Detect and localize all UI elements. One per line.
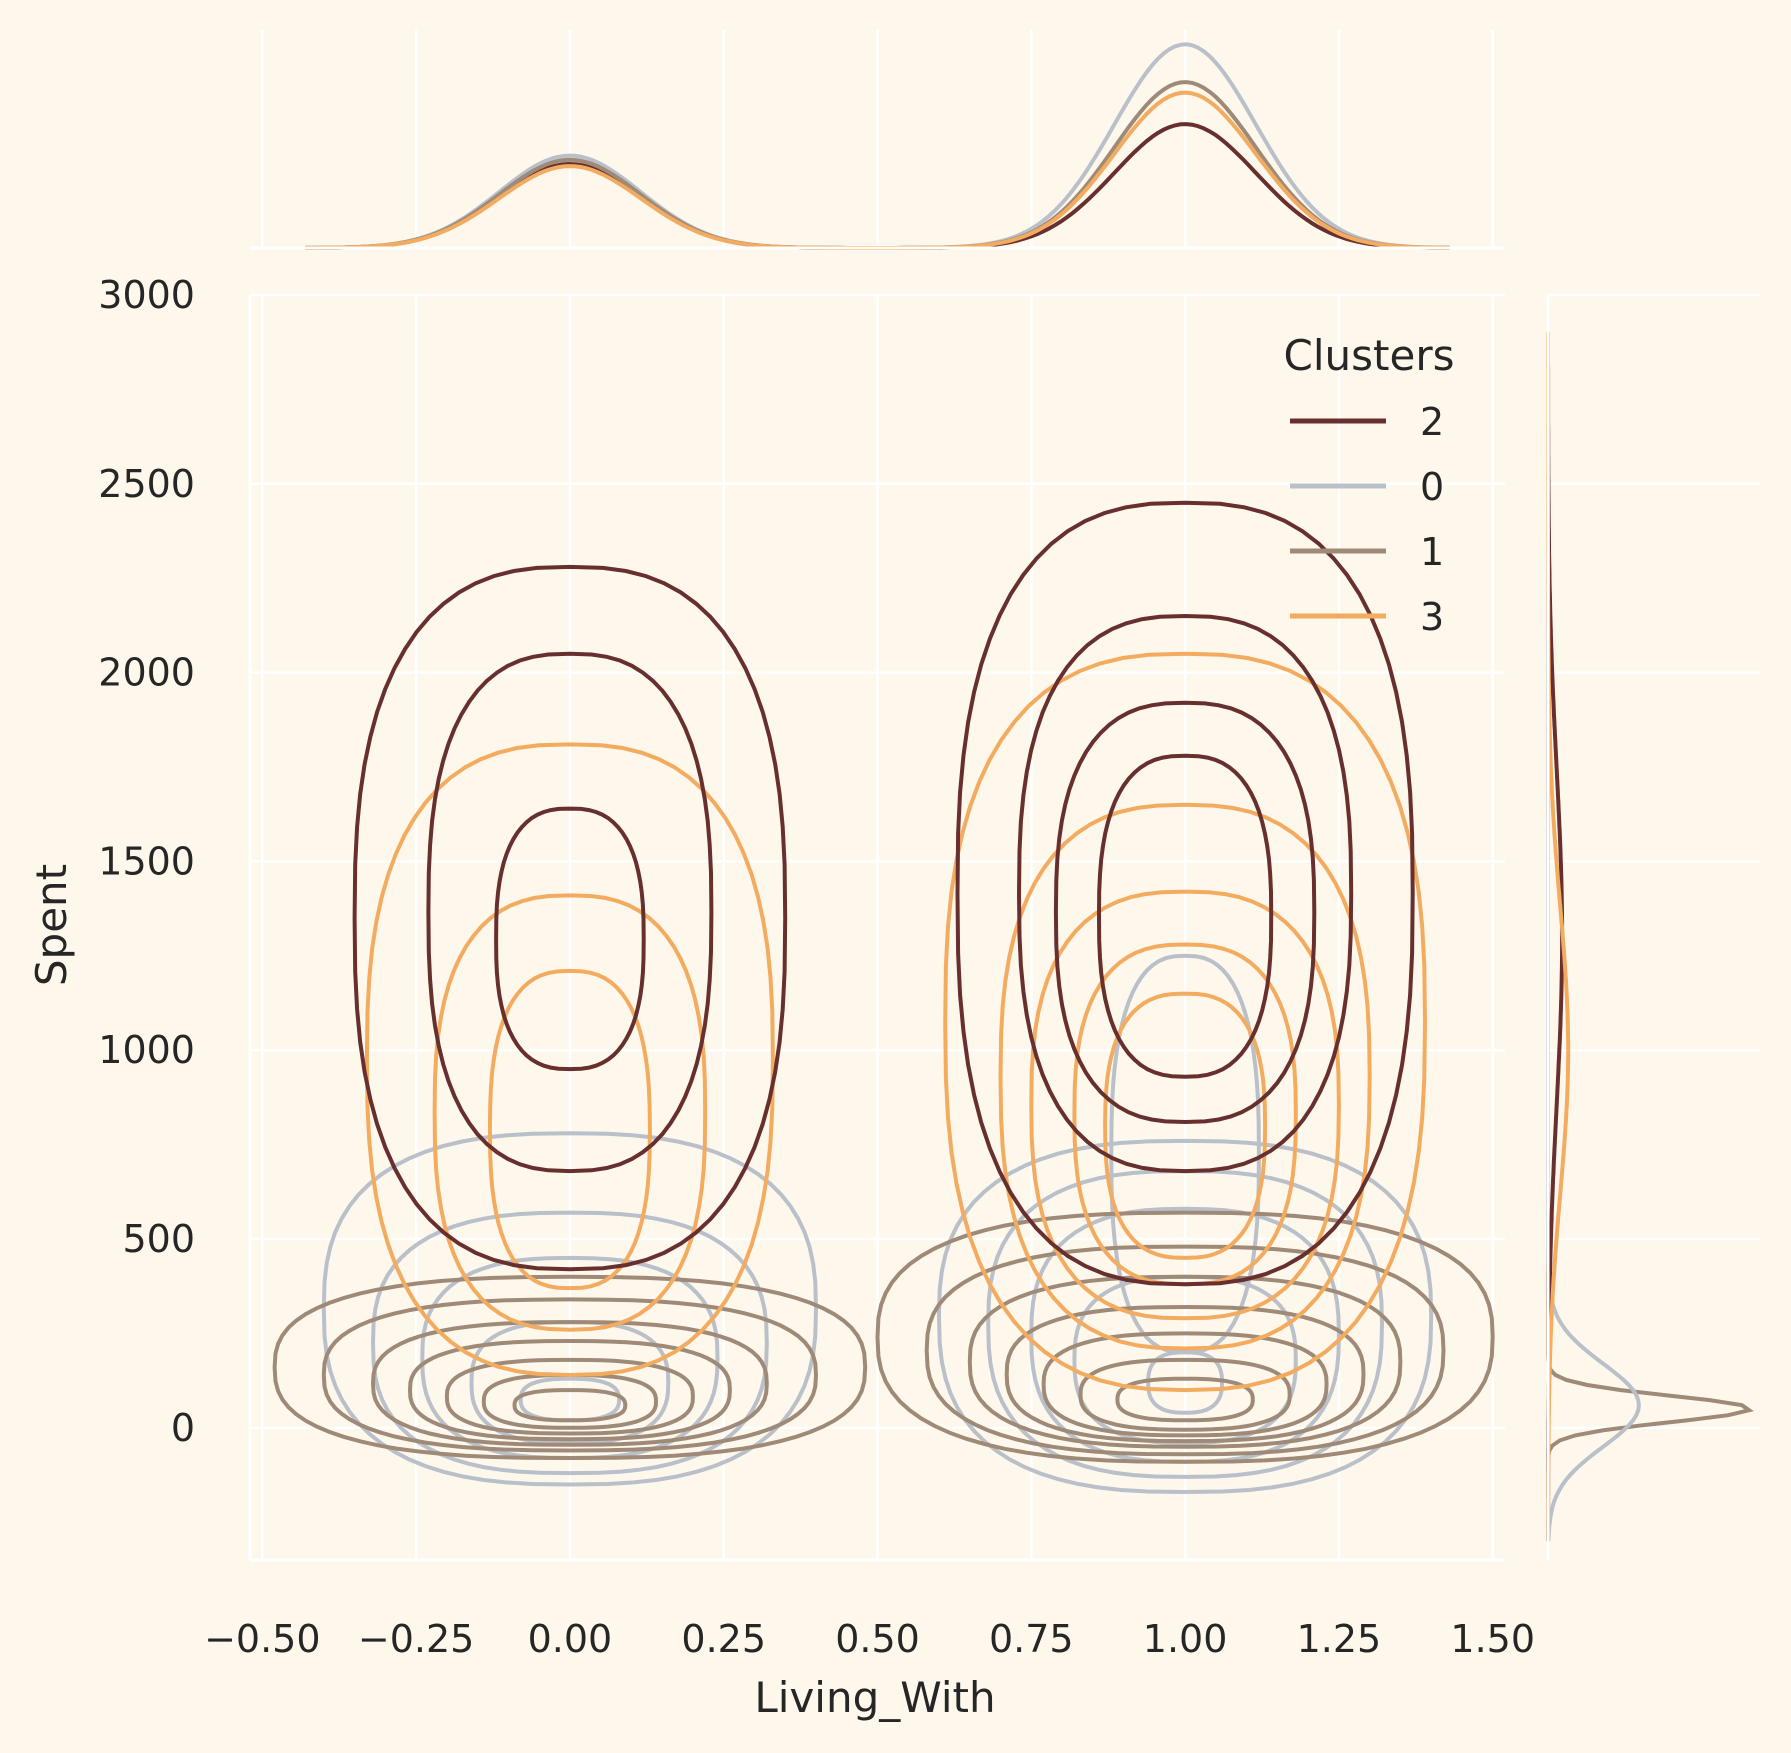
- contour-layer: [272, 500, 1495, 1495]
- contour-series-2: [426, 651, 714, 1174]
- contour-series-1: [321, 1297, 819, 1453]
- contour-series-1: [1004, 1304, 1366, 1444]
- y-tick-labels: 0 500 1000 1500 2000 2500 3000: [98, 273, 195, 1450]
- contour-series-1: [512, 1388, 628, 1423]
- contour-series-0: [986, 1169, 1385, 1479]
- contour-series-2: [1096, 753, 1274, 1079]
- x-tick-label: −0.50: [204, 1617, 320, 1661]
- axes-spines: [248, 246, 1550, 1562]
- contour-series-0: [1029, 1206, 1341, 1464]
- contour-series-2: [1016, 613, 1354, 1174]
- contour-series-3: [943, 651, 1428, 1393]
- legend-label-3: 3: [1420, 595, 1444, 639]
- legend-label-0: 0: [1420, 465, 1444, 509]
- contour-series-1: [1115, 1376, 1255, 1423]
- y-tick-label: 500: [122, 1217, 195, 1261]
- contour-series-1: [1041, 1331, 1329, 1438]
- x-tick-label: 0.00: [528, 1617, 613, 1661]
- y-axis-label: Spent: [27, 864, 76, 986]
- contour-series-2: [955, 500, 1415, 1287]
- contour-series-0: [936, 1138, 1434, 1495]
- x-tick-label: 1.25: [1297, 1617, 1382, 1661]
- x-tick-label: 0.50: [835, 1617, 920, 1661]
- contour-series-1: [967, 1274, 1403, 1449]
- contour-series-1: [1078, 1357, 1292, 1432]
- x-tick-labels: −0.50 −0.25 0.00 0.25 0.50 0.75 1.00 1.25 1.50: [204, 1617, 1535, 1661]
- legend-label-2: 2: [1420, 400, 1444, 444]
- y-tick-label: 1000: [98, 1028, 195, 1072]
- contour-series-0: [321, 1131, 819, 1487]
- x-tick-label: 1.50: [1450, 1617, 1535, 1661]
- contour-series-1: [407, 1338, 732, 1442]
- contour-series-3: [1103, 991, 1268, 1260]
- contour-series-1: [481, 1373, 659, 1430]
- contour-series-2: [1053, 700, 1317, 1125]
- contour-series-2: [494, 806, 646, 1072]
- contour-series-3: [432, 893, 708, 1332]
- contour-series-1: [272, 1274, 868, 1461]
- contour-series-1: [875, 1210, 1495, 1464]
- x-tick-label: −0.25: [358, 1617, 474, 1661]
- y-tick-label: 0: [171, 1406, 195, 1450]
- contour-series-1: [924, 1244, 1446, 1457]
- contour-series-3: [1029, 889, 1341, 1321]
- contour-series-3: [998, 802, 1372, 1351]
- y-tick-label: 1500: [98, 839, 195, 883]
- x-axis-label: Living_With: [754, 1673, 995, 1722]
- y-tick-label: 2000: [98, 651, 195, 695]
- y-tick-label: 3000: [98, 273, 195, 317]
- contour-series-3: [1072, 942, 1298, 1287]
- contour-series-3: [364, 742, 775, 1378]
- x-tick-label: 0.75: [989, 1617, 1074, 1661]
- x-tick-label: 0.25: [681, 1617, 766, 1661]
- legend-label-1: 1: [1420, 530, 1444, 574]
- legend: Clusters 2 0 1 3: [1284, 331, 1455, 639]
- y-tick-label: 2500: [98, 462, 195, 506]
- contour-series-1: [444, 1357, 695, 1436]
- x-tick-label: 1.00: [1143, 1617, 1228, 1661]
- contour-series-1: [370, 1320, 769, 1447]
- contour-series-0: [1109, 953, 1261, 1355]
- contour-series-2: [352, 564, 788, 1272]
- legend-title: Clusters: [1284, 331, 1455, 380]
- contour-series-0: [370, 1210, 769, 1476]
- contour-series-3: [487, 968, 652, 1291]
